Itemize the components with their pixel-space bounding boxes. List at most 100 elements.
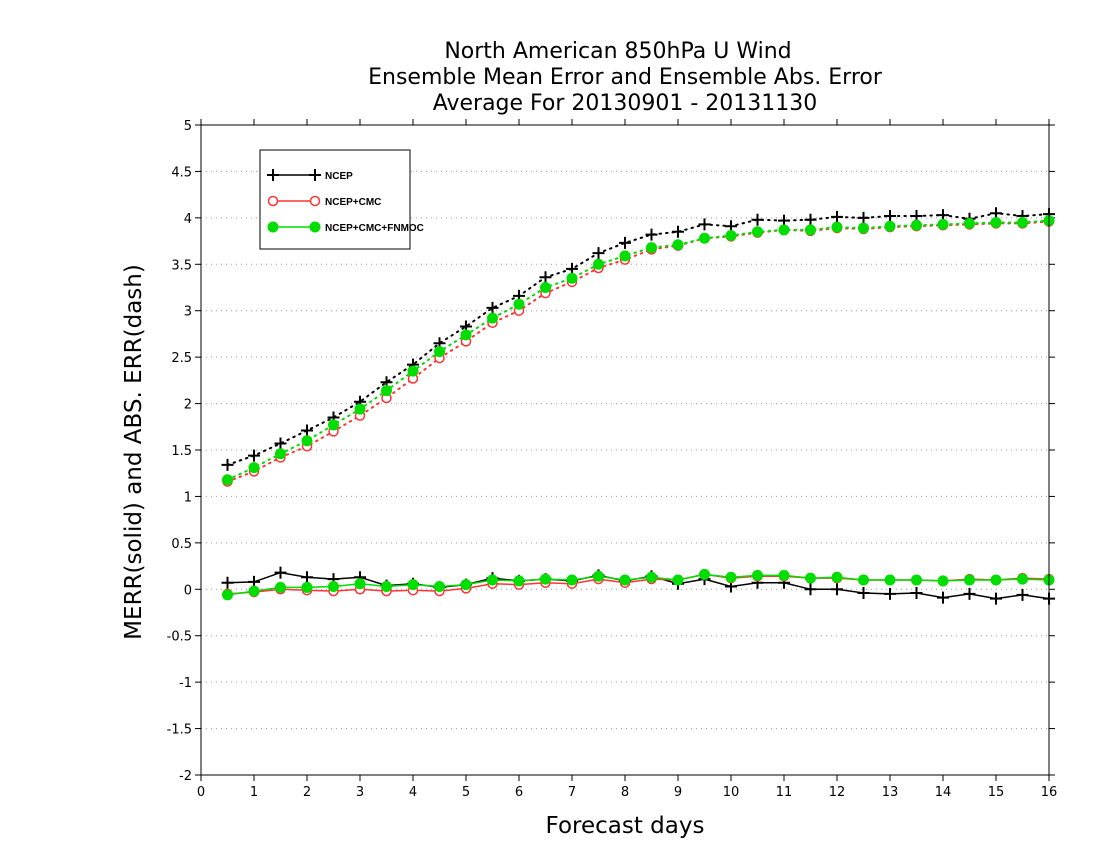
abs-error-point xyxy=(1017,217,1028,228)
y-tick-label: 2 xyxy=(184,398,192,413)
mean-error-point xyxy=(937,591,949,604)
x-tick-label: 6 xyxy=(515,785,523,800)
x-axis-ticks: 0 1 2 3 4 5 6 7 8 9 10 11 12 13 14 15 16 xyxy=(197,119,1057,800)
mean-error-point xyxy=(540,573,551,585)
series-ncep-cmc xyxy=(222,216,1055,600)
y-tick-label: 0.5 xyxy=(171,537,192,552)
mean-error-point xyxy=(778,569,790,581)
mean-error-point xyxy=(672,574,684,586)
x-tick-label: 14 xyxy=(935,785,952,800)
x-tick-label: 7 xyxy=(568,785,576,800)
y-tick-label: 1 xyxy=(184,490,192,505)
abs-error-point xyxy=(540,282,551,293)
x-tick-label: 4 xyxy=(409,785,417,800)
mean-error-point xyxy=(275,581,286,593)
legend-label: NCEP xyxy=(325,171,353,182)
legend-entry: NCEP xyxy=(267,169,353,182)
mean-error-point xyxy=(248,585,260,597)
mean-error-point xyxy=(725,571,737,583)
abs-error-point xyxy=(645,228,658,241)
x-tick-label: 3 xyxy=(356,785,364,800)
x-tick-label: 5 xyxy=(462,785,470,800)
abs-error-point xyxy=(248,462,260,474)
abs-error-line xyxy=(226,220,1050,483)
mean-error-point xyxy=(858,574,869,586)
y-tick-label: 4.5 xyxy=(171,165,192,180)
abs-error-point xyxy=(486,301,499,314)
abs-error-point xyxy=(274,437,287,450)
legend-marker xyxy=(267,221,279,233)
abs-error-point xyxy=(990,217,1002,228)
mean-error-point xyxy=(407,579,419,591)
y-tick-label: -0.5 xyxy=(167,630,192,645)
abs-error-point xyxy=(460,329,472,341)
y-tick-label: -2 xyxy=(179,769,192,784)
mean-error-point xyxy=(831,571,843,583)
legend-entry: NCEP+CMC xyxy=(267,195,381,208)
abs-error-point xyxy=(672,225,684,238)
mean-error-point xyxy=(513,575,525,587)
abs-error-point xyxy=(858,222,869,234)
series-ncep xyxy=(221,207,1055,605)
abs-error-point xyxy=(487,312,498,324)
mean-error-point xyxy=(301,571,313,584)
x-tick-label: 11 xyxy=(776,785,793,800)
mean-error-point xyxy=(460,579,472,591)
abs-error-point xyxy=(884,220,896,232)
mean-error-point xyxy=(964,574,975,586)
x-tick-label: 8 xyxy=(621,785,629,800)
y-tick-label: 5 xyxy=(184,119,192,134)
abs-error-point xyxy=(672,239,684,251)
abs-error-point xyxy=(301,424,313,437)
y-tick-label: 3.5 xyxy=(171,258,192,273)
abs-error-point xyxy=(937,218,949,230)
y-tick-label: 2.5 xyxy=(171,351,192,366)
abs-error-point xyxy=(328,419,339,431)
abs-error-point xyxy=(248,449,260,462)
y-tick-label: 3 xyxy=(184,305,192,320)
abs-error-point xyxy=(539,271,552,284)
y-axis-ticks: -2 -1.5 -1 -0.5 0 0.5 1 1.5 2 2.5 3 3.5 4 4.5 5 xyxy=(167,119,1055,784)
mean-error-point xyxy=(937,575,949,587)
legend: NCEP NCEP+CMC NCEP+CMC+FNMOC xyxy=(259,149,424,250)
x-axis-label: Forecast days xyxy=(546,813,705,839)
mean-error-point xyxy=(221,576,234,589)
abs-error-point xyxy=(619,250,631,262)
legend-entry: NCEP+CMC+FNMOC xyxy=(267,221,424,234)
plot-frame xyxy=(200,124,1050,776)
abs-error-point xyxy=(513,298,525,310)
y-tick-label: 0 xyxy=(184,583,192,598)
abs-error-point xyxy=(752,226,763,238)
mean-error-point xyxy=(301,581,313,593)
abs-error-point xyxy=(221,458,234,471)
abs-error-point xyxy=(778,224,790,236)
x-tick-label: 16 xyxy=(1041,785,1058,800)
abs-error-point xyxy=(619,236,631,249)
abs-error-point xyxy=(354,403,366,415)
x-tick-label: 9 xyxy=(674,785,682,800)
abs-error-point xyxy=(646,242,657,254)
mean-error-point xyxy=(857,587,870,599)
title-line-1: North American 850hPa U Wind xyxy=(444,39,791,64)
abs-error-point xyxy=(857,211,870,224)
mean-error-point xyxy=(222,589,233,601)
y-axis-label: MERR(solid) and ABS. ERR(dash) xyxy=(121,264,147,640)
mean-error-point xyxy=(910,587,923,599)
abs-error-point xyxy=(381,385,392,397)
x-tick-label: 13 xyxy=(882,785,899,800)
abs-error-point xyxy=(301,435,313,447)
mean-error-point xyxy=(884,574,896,586)
abs-error-point xyxy=(222,474,233,486)
abs-error-point xyxy=(407,365,419,377)
abs-error-point xyxy=(964,217,975,229)
mean-error-point xyxy=(1017,573,1028,585)
mean-error-point xyxy=(699,568,710,580)
abs-error-point xyxy=(698,218,711,231)
legend-marker xyxy=(309,195,321,207)
mean-error-point xyxy=(566,574,578,586)
abs-error-point xyxy=(805,224,816,236)
mean-error-point xyxy=(381,581,392,592)
legend-label: NCEP+CMC+FNMOC xyxy=(325,223,424,234)
legend-marker xyxy=(267,169,279,181)
mean-error-point xyxy=(990,574,1002,586)
